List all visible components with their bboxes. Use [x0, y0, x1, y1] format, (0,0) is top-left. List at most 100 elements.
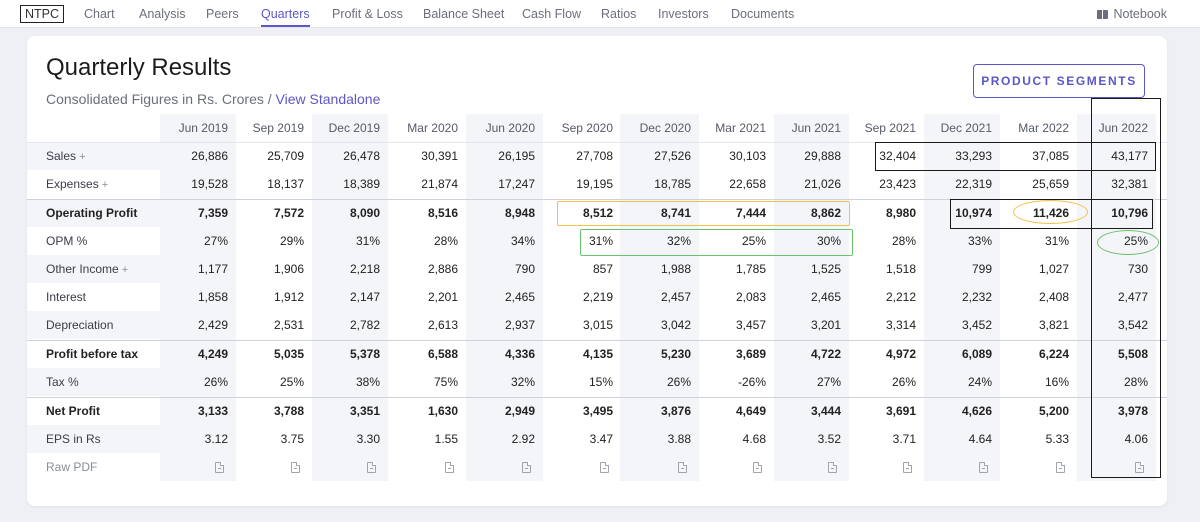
table-cell: 21,874	[421, 177, 458, 191]
expand-plus-icon[interactable]: +	[98, 179, 109, 191]
table-cell: 2,147	[349, 290, 380, 304]
row-label-other-income[interactable]: Other Income +	[46, 255, 128, 283]
pdf-file-icon[interactable]	[215, 462, 224, 474]
product-segments-button[interactable]: PRODUCT SEGMENTS	[973, 64, 1145, 98]
table-cell: 26,195	[498, 149, 535, 163]
table-cell: 3.47	[589, 432, 613, 446]
table-cell: 2,465	[810, 290, 841, 304]
nav-tab-analysis[interactable]: Analysis	[139, 7, 186, 21]
row-label-text: Expenses	[46, 177, 99, 191]
pdf-file-icon[interactable]	[828, 462, 837, 474]
row-label-operating-profit: Operating Profit	[46, 199, 137, 227]
table-cell: 4,249	[197, 347, 228, 361]
nav-brand-ntpc[interactable]: NTPC	[20, 5, 65, 23]
pdf-file-icon[interactable]	[678, 462, 687, 474]
nav-tab-chart[interactable]: Chart	[84, 7, 115, 21]
book-icon	[1097, 9, 1109, 19]
nav-tab-documents[interactable]: Documents	[731, 7, 795, 21]
table-cell: 2,457	[660, 290, 691, 304]
table-cell: 33%	[967, 234, 992, 248]
top-navigation: NTPC Chart Analysis Peers Quarters Profit & L…	[0, 0, 1200, 28]
view-standalone-link[interactable]: View Standalone	[275, 91, 381, 107]
raw-pdf-cell[interactable]	[898, 453, 912, 481]
table-cell: 19,528	[191, 177, 228, 191]
table-cell: 28%	[891, 234, 916, 248]
table-cell: 38%	[355, 375, 380, 389]
pdf-file-icon[interactable]	[753, 462, 762, 474]
table-cell: 3,495	[582, 404, 613, 418]
table-cell: 32,404	[879, 149, 916, 163]
table-cell: 33,293	[955, 149, 992, 163]
row-label-text: Profit before tax	[46, 347, 139, 361]
row-label-text: EPS in Rs	[46, 432, 101, 446]
raw-pdf-cell[interactable]	[748, 453, 762, 481]
expand-plus-icon[interactable]: +	[76, 151, 86, 163]
row-label-raw-pdf: Raw PDF	[46, 460, 98, 474]
raw-pdf-cell[interactable]	[673, 453, 687, 481]
row-label-text: Interest	[46, 290, 87, 304]
notebook-link[interactable]: Notebook	[1097, 7, 1167, 21]
column-stripe	[312, 114, 388, 481]
table-cell: 2,218	[349, 262, 380, 276]
raw-pdf-cell[interactable]	[823, 453, 837, 481]
pdf-file-icon[interactable]	[522, 462, 531, 474]
table-cell: 26,886	[191, 149, 228, 163]
table-cell: 1,630	[427, 404, 458, 418]
row-label-expenses[interactable]: Expenses +	[46, 170, 108, 198]
row-label-text: Net Profit	[46, 404, 100, 418]
table-cell: 2,201	[427, 290, 458, 304]
raw-pdf-cell[interactable]	[595, 453, 609, 481]
raw-pdf-cell[interactable]	[286, 453, 300, 481]
column-header-jun-2022: Jun 2022	[1098, 121, 1148, 135]
pdf-file-icon[interactable]	[291, 462, 300, 474]
nav-tab-ratios[interactable]: Ratios	[601, 7, 637, 21]
raw-pdf-cell[interactable]	[517, 453, 531, 481]
expand-plus-icon[interactable]: +	[118, 264, 129, 276]
pdf-file-icon[interactable]	[903, 462, 912, 474]
subtitle-separator: /	[263, 91, 276, 107]
table-cell: 1,858	[197, 290, 228, 304]
raw-pdf-cell[interactable]	[210, 453, 224, 481]
pdf-file-icon[interactable]	[1056, 462, 1065, 474]
row-divider	[27, 340, 1167, 341]
table-cell: 43,177	[1111, 149, 1148, 163]
table-cell: 29%	[279, 234, 304, 248]
table-cell: 3,788	[273, 404, 304, 418]
raw-pdf-cell[interactable]	[440, 453, 454, 481]
table-cell: 3,201	[810, 318, 841, 332]
table-cell: 29,888	[804, 149, 841, 163]
table-cell: 27%	[816, 375, 841, 389]
table-cell: 2,531	[273, 318, 304, 332]
column-stripe	[774, 114, 849, 481]
nav-tab-balance-sheet[interactable]: Balance Sheet	[423, 7, 505, 21]
table-cell: 3,351	[349, 404, 380, 418]
table-cell: 7,444	[735, 206, 766, 220]
pdf-file-icon[interactable]	[600, 462, 609, 474]
nav-tab-investors[interactable]: Investors	[658, 7, 709, 21]
pdf-file-icon[interactable]	[445, 462, 454, 474]
table-cell: 22,319	[955, 177, 992, 191]
table-cell: 32%	[510, 375, 535, 389]
table-cell: 6,588	[427, 347, 458, 361]
raw-pdf-cell[interactable]	[1051, 453, 1065, 481]
table-cell: 18,785	[654, 177, 691, 191]
pdf-file-icon[interactable]	[367, 462, 376, 474]
nav-tab-profit-loss[interactable]: Profit & Loss	[332, 7, 403, 21]
table-cell: 28%	[1123, 375, 1148, 389]
column-stripe	[466, 114, 543, 481]
row-label-sales[interactable]: Sales +	[46, 142, 86, 170]
raw-pdf-cell[interactable]	[1130, 453, 1144, 481]
table-cell: 17,247	[498, 177, 535, 191]
row-label-text: OPM %	[46, 234, 88, 248]
nav-tab-cash-flow[interactable]: Cash Flow	[522, 7, 582, 21]
pdf-file-icon[interactable]	[979, 462, 988, 474]
table-cell: 4,626	[961, 404, 992, 418]
nav-tab-peers[interactable]: Peers	[206, 7, 239, 21]
raw-pdf-cell[interactable]	[974, 453, 988, 481]
raw-pdf-cell[interactable]	[362, 453, 376, 481]
table-cell: 34%	[510, 234, 535, 248]
nav-tab-quarters[interactable]: Quarters	[261, 7, 310, 27]
pdf-file-icon[interactable]	[1135, 462, 1144, 474]
table-cell: 11,426	[1032, 206, 1069, 220]
table-cell: 27,526	[654, 149, 691, 163]
